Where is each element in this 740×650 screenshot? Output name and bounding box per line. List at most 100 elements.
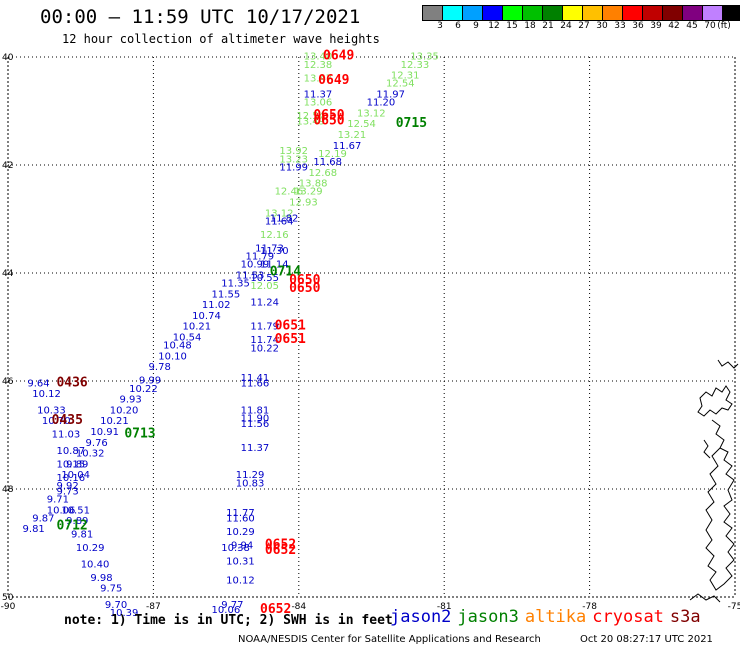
wave-height-value: 13.35 (410, 52, 439, 63)
colorbar-tick-label: 45 (686, 21, 698, 31)
wave-height-value: 10.10 (158, 351, 187, 362)
wave-height-value: 13.40 (304, 52, 333, 63)
wave-height-value: 12.68 (308, 168, 337, 179)
colorbar-swatch (622, 5, 643, 21)
lon-label: -90 (1, 602, 16, 612)
wave-height-value: 13.88 (299, 179, 328, 190)
lat-label: 44 (2, 269, 14, 279)
wave-height-value: 12.19 (318, 149, 347, 160)
legend-entry-cryosat: cryosat (592, 607, 664, 627)
wave-height-value: 12.54 (296, 111, 325, 122)
colorbar-swatch (562, 5, 583, 21)
wave-height-value: 10.22 (250, 343, 279, 354)
lat-label: 46 (2, 377, 14, 387)
pass-time-label: 0651 (275, 332, 306, 347)
wave-height-value: 9.73 (56, 486, 78, 497)
colorbar-swatch (722, 5, 740, 21)
footer-timestamp: Oct 20 08:27:17 UTC 2021 (580, 634, 713, 645)
colorbar (422, 5, 740, 21)
wave-height-value: 9.94 (231, 540, 253, 551)
colorbar-swatch (582, 5, 603, 21)
satellite-legend: jason2 jason3 altika cryosat s3a (390, 607, 707, 627)
pass-time-label: 0652 (265, 537, 296, 552)
wave-height-value: 9.76 (86, 438, 108, 449)
wave-height-value: 9.87 (32, 513, 54, 524)
wave-height-value: 11.90 (241, 414, 270, 425)
lon-label: -87 (146, 602, 161, 612)
legend-entry-altika: altika (524, 607, 587, 627)
wave-height-value: 11.37 (304, 90, 333, 101)
colorbar-swatch (662, 5, 683, 21)
wave-height-value: 11.02 (202, 300, 231, 311)
wave-height-value: 11.81 (241, 405, 270, 416)
wave-height-value: 10.29 (76, 543, 105, 554)
colorbar-swatch (422, 5, 443, 21)
wave-height-value: 12.33 (401, 60, 430, 71)
wave-height-value: 11.41 (241, 373, 270, 384)
pass-time-label: 0650 (313, 108, 344, 123)
wave-height-value: 13.92 (279, 146, 308, 157)
wave-height-value: 12.54 (347, 119, 376, 130)
wave-height-value: 10.55 (250, 273, 279, 284)
wave-height-value: 11.53 (236, 270, 265, 281)
wave-height-value: 13.23 (279, 154, 308, 165)
colorbar-tick-label: 27 (578, 21, 590, 31)
wave-height-value: 11.67 (333, 141, 362, 152)
wave-height-value: 12.31 (391, 71, 420, 82)
wave-height-value: 13.12 (357, 108, 386, 119)
wave-height-value: 11.55 (212, 289, 241, 300)
colorbar-swatch (702, 5, 723, 21)
colorbar-swatch (522, 5, 543, 21)
pass-time-label: 0712 (56, 519, 87, 534)
colorbar-tick-label: 6 (455, 21, 461, 31)
pass-time-label: 0713 (124, 427, 155, 442)
wave-height-value: 12.05 (250, 281, 279, 292)
wave-height-value: 10.32 (76, 449, 105, 460)
pass-time-label: 0649 (318, 73, 349, 88)
wave-height-value: 11.14 (260, 260, 289, 271)
wave-height-value: 9.81 (71, 530, 93, 541)
page-title: 00:00 — 11:59 UTC 10/17/2021 (40, 6, 361, 28)
wave-height-value: 10.31 (226, 557, 255, 568)
wave-height-value: 10.99 (241, 260, 270, 271)
colorbar-swatch (682, 5, 703, 21)
map-frame (7, 56, 736, 598)
colorbar-tick-label: 39 (650, 21, 662, 31)
wave-height-value: 10.74 (192, 311, 221, 322)
colorbar-swatch (542, 5, 563, 21)
wave-height-value: 13.21 (338, 130, 367, 141)
note-text: note: 1) Time is in UTC; 2) SWH is in fe… (64, 613, 393, 628)
wave-height-value: 12.16 (260, 230, 289, 241)
colorbar-tick-label: 9 (473, 21, 479, 31)
wave-height-value: 11.77 (226, 508, 255, 519)
wave-height-value: 11.24 (250, 297, 279, 308)
wave-height-value: 11.82 (270, 214, 299, 225)
pass-time-label: 0650 (313, 114, 344, 129)
wave-height-value: 10.70 (42, 416, 71, 427)
colorbar-swatch (482, 5, 503, 21)
colorbar-tick-label: 36 (632, 21, 644, 31)
colorbar-tick-label: 33 (614, 21, 626, 31)
wave-height-value: 11.30 (260, 246, 289, 257)
lat-label: 42 (2, 161, 13, 171)
wave-height-value: 10.38 (221, 543, 250, 554)
wave-height-value: 9.89 (66, 459, 88, 470)
lon-label: -75 (728, 602, 740, 612)
wave-height-value: 10.06 (47, 505, 76, 516)
colorbar-tick-label: 15 (506, 21, 518, 31)
pass-time-label: 0652 (265, 543, 296, 558)
colorbar-swatch (602, 5, 623, 21)
wave-height-value: 11.56 (241, 419, 270, 430)
legend-entry-jason2: jason2 (390, 607, 452, 627)
lat-label: 40 (2, 53, 14, 63)
wave-height-value: 10.16 (56, 473, 85, 484)
lon-label: -78 (582, 602, 597, 612)
wave-height-value: 13.49 (296, 117, 325, 128)
wave-height-value: 10.39 (110, 608, 139, 619)
wave-height-value: 11.97 (376, 90, 405, 101)
wave-height-value: 10.83 (236, 478, 265, 489)
wave-height-value: 9.70 (105, 600, 127, 611)
pass-time-label: 0652 (260, 602, 291, 617)
wave-height-value: 11.37 (241, 443, 270, 454)
pass-time-label: 0649 (323, 49, 354, 64)
